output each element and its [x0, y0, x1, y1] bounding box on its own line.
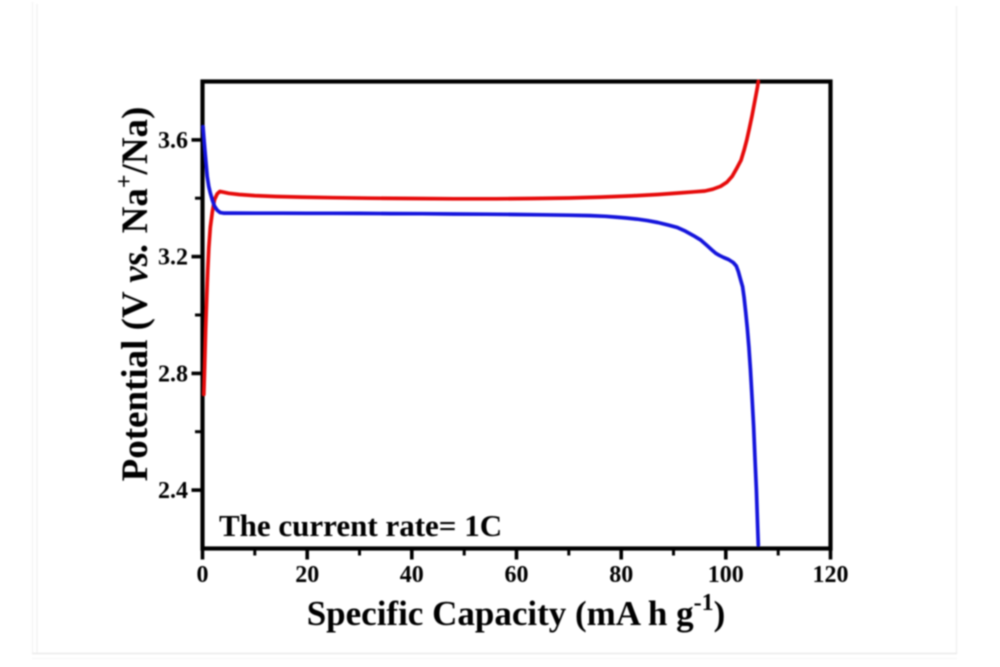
- svg-text:3.6: 3.6: [158, 128, 188, 154]
- svg-text:3.2: 3.2: [158, 245, 188, 271]
- svg-text:20: 20: [295, 562, 319, 588]
- svg-text:60: 60: [505, 562, 529, 588]
- svg-text:Potential (V vs. Na+/Na): Potential (V vs. Na+/Na): [112, 107, 156, 482]
- svg-text:Specific Capacity (mA h g-1): Specific Capacity (mA h g-1): [307, 590, 726, 633]
- svg-text:100: 100: [708, 562, 744, 588]
- svg-text:The current rate= 1C: The current rate= 1C: [219, 508, 502, 543]
- svg-text:120: 120: [813, 562, 849, 588]
- svg-text:40: 40: [400, 562, 424, 588]
- svg-text:0: 0: [197, 562, 209, 588]
- svg-text:80: 80: [609, 562, 633, 588]
- svg-text:2.8: 2.8: [158, 361, 188, 387]
- svg-text:2.4: 2.4: [158, 478, 188, 504]
